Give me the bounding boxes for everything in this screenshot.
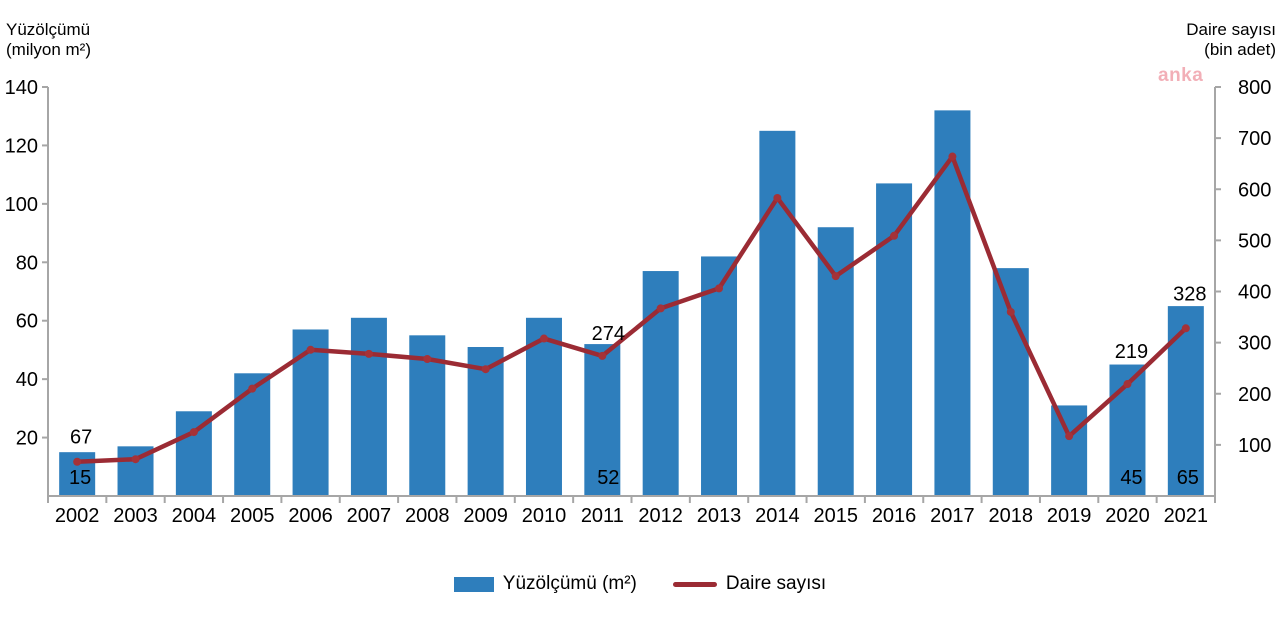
right-axis-tick-label: 600 (1238, 179, 1271, 201)
x-axis-label-2017: 2017 (930, 505, 975, 527)
x-axis-label-2013: 2013 (697, 505, 742, 527)
daire-sayisi-line (74, 154, 1189, 464)
x-axis-label-2019: 2019 (1047, 505, 1092, 527)
x-axis-label-2018: 2018 (989, 505, 1034, 527)
left-axis-tick-label: 120 (5, 135, 38, 157)
line-point-2013 (715, 284, 724, 293)
right-axis-tick-label: 100 (1238, 435, 1271, 457)
left-axis-tick-label: 20 (16, 428, 38, 450)
right-axis-tick-label: 300 (1238, 333, 1271, 355)
bar-2007 (350, 317, 387, 496)
left-axis-title-line1: Yüzölçümü (6, 20, 91, 39)
bar-2015 (817, 227, 854, 496)
x-axis-label-2008: 2008 (405, 505, 450, 527)
x-axis-label-2010: 2010 (522, 505, 567, 527)
line-value-label-2020: 219 (1115, 341, 1148, 363)
x-axis-label-2014: 2014 (755, 505, 800, 527)
legend-line-label: Daire sayısı (725, 573, 827, 594)
x-axis-label-2021: 2021 (1164, 505, 1209, 527)
line-series-swatch-icon (672, 581, 717, 587)
watermark: anka (1158, 65, 1204, 86)
left-axis-tick-label: 60 (16, 311, 38, 333)
right-axis-title-line2: (bin adet) (1204, 40, 1276, 60)
line-point-2016 (890, 231, 899, 240)
bar-2011 (584, 344, 621, 496)
bar-value-label-2011: 52 (597, 467, 619, 489)
line-point-2005 (248, 384, 257, 393)
line-point-2015 (831, 272, 840, 281)
bar-2017 (934, 110, 971, 496)
line-point-2011 (598, 351, 607, 360)
bar-2018 (992, 268, 1029, 496)
line-point-2012 (656, 304, 665, 313)
line-point-2004 (189, 428, 198, 437)
right-axis-title-line1: Daire sayısı (1186, 20, 1276, 39)
bar-2013 (701, 256, 738, 496)
bar-value-label-2020: 45 (1120, 467, 1142, 489)
left-axis-tick-label: 80 (16, 252, 38, 274)
left-axis-tick-label: 100 (5, 194, 38, 216)
bar-2016 (876, 183, 913, 496)
x-axis-label-2012: 2012 (638, 505, 683, 527)
line-point-2010 (539, 334, 548, 343)
bar-2019 (1051, 405, 1088, 496)
left-axis-tick-label: 140 (5, 77, 38, 99)
x-axis-label-2015: 2015 (813, 505, 858, 527)
legend-bar-label: Yüzölçümü (m²) (502, 573, 637, 594)
x-axis-label-2004: 2004 (172, 505, 217, 527)
bar-2006 (292, 329, 329, 496)
legend-item-bar: Yüzölçümü (m²) (453, 573, 637, 595)
bar-value-label-2002: 15 (69, 467, 91, 489)
line-value-label-2021: 328 (1173, 283, 1206, 305)
left-axis-title-line2: (milyon m²) (6, 40, 91, 60)
bar-value-label-2021: 65 (1177, 467, 1199, 489)
line-point-2006 (306, 345, 315, 354)
bar-2005 (234, 373, 271, 496)
legend: Yüzölçümü (m²) Daire sayısı (0, 573, 1280, 595)
line-point-2021 (1181, 324, 1190, 333)
line-point-2020 (1123, 380, 1132, 389)
x-axis-label-2011: 2011 (581, 505, 624, 527)
x-axis-label-2003: 2003 (113, 505, 158, 527)
x-axis-label-2005: 2005 (230, 505, 275, 527)
line-value-label-2011: 274 (592, 323, 625, 345)
legend-item-line: Daire sayısı (672, 573, 827, 595)
left-axis-title: Yüzölçümü (milyon m²) (6, 20, 91, 61)
x-axis-label-2009: 2009 (463, 505, 508, 527)
bar-2014 (759, 130, 796, 497)
line-point-2007 (364, 349, 373, 358)
line-point-2002 (73, 457, 82, 466)
line-point-2018 (1006, 307, 1015, 316)
x-axis-label-2020: 2020 (1105, 505, 1150, 527)
x-axis-label-2002: 2002 (55, 505, 100, 527)
x-axis-label-2016: 2016 (872, 505, 917, 527)
x-axis-label-2006: 2006 (288, 505, 333, 527)
right-axis-tick-label: 800 (1238, 77, 1271, 99)
bar-series-swatch-icon (453, 576, 494, 592)
line-point-2009 (481, 365, 490, 374)
line-point-2014 (773, 193, 782, 202)
line-point-2019 (1065, 432, 1074, 441)
line-point-2017 (948, 152, 957, 161)
line-value-label-2002: 67 (70, 427, 92, 449)
right-axis-title: Daire sayısı (bin adet) (1186, 20, 1276, 61)
line-point-2003 (131, 455, 140, 464)
right-axis-tick-label: 400 (1238, 282, 1271, 304)
right-axis-tick-label: 500 (1238, 230, 1271, 252)
line-point-2008 (423, 354, 432, 363)
right-axis-tick-label: 200 (1238, 384, 1271, 406)
bar-2010 (525, 317, 562, 496)
left-axis-tick-label: 40 (16, 369, 38, 391)
right-axis-tick-label: 700 (1238, 128, 1271, 150)
x-axis-label-2007: 2007 (347, 505, 392, 527)
